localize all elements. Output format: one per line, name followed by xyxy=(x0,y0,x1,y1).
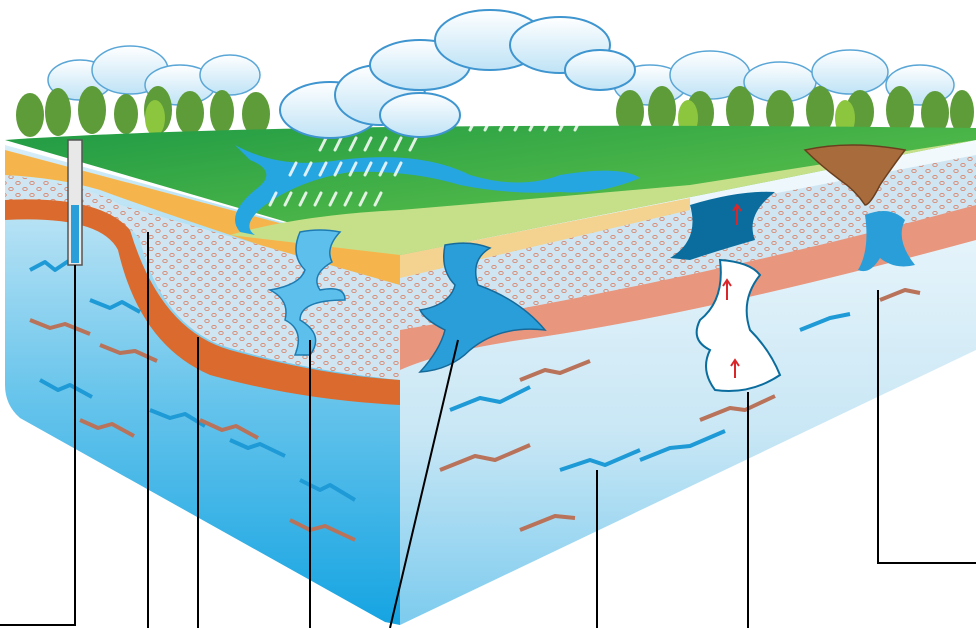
clay-left xyxy=(5,199,400,405)
swallow-hole xyxy=(418,242,547,373)
river xyxy=(235,145,640,235)
fractures-brown xyxy=(29,288,921,542)
collapse-doline xyxy=(803,144,907,206)
flow-arrows xyxy=(722,203,742,378)
cave-chamber xyxy=(695,258,782,392)
storm-cloud xyxy=(279,9,636,139)
fractures-blue xyxy=(29,258,851,502)
ground-surface xyxy=(5,125,976,255)
sinkhole-cave xyxy=(267,229,346,356)
well-water xyxy=(71,205,79,263)
ground-surface-light xyxy=(230,140,976,255)
leader-lines xyxy=(0,232,976,628)
rain xyxy=(268,116,583,207)
spring-upper xyxy=(670,191,775,260)
doline-conduit xyxy=(858,211,915,272)
